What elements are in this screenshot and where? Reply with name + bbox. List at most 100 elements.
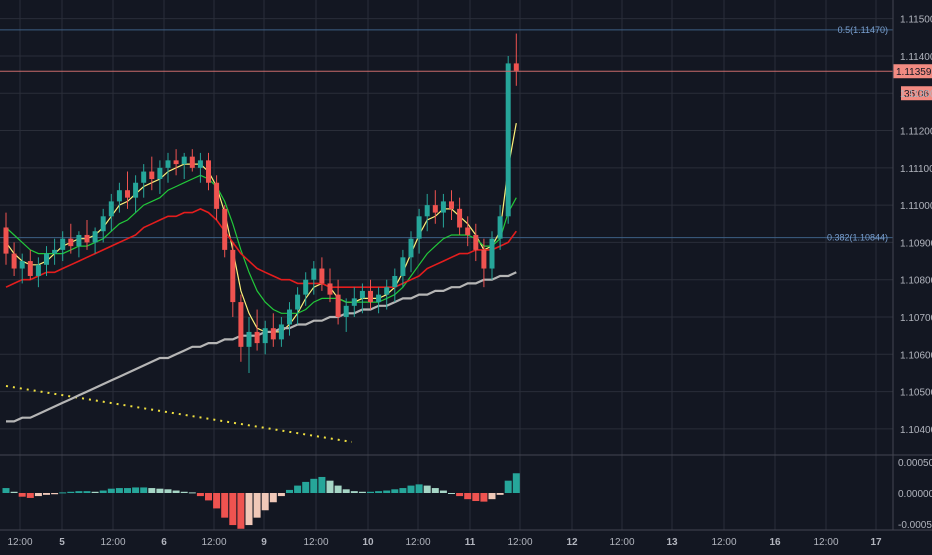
time-tick-label: 12:00 bbox=[711, 537, 736, 548]
histogram-bar bbox=[172, 490, 180, 493]
candle bbox=[44, 246, 49, 276]
price-tick-label: 1.10500 bbox=[900, 388, 932, 399]
candle-body bbox=[408, 238, 414, 258]
candle bbox=[173, 149, 179, 176]
candle-body bbox=[52, 249, 58, 254]
histogram-bar bbox=[277, 493, 285, 497]
histogram-bar bbox=[221, 493, 229, 518]
price-tick-label: 1.11300 bbox=[900, 89, 932, 100]
candle bbox=[384, 279, 390, 310]
candle-body bbox=[189, 156, 195, 168]
candle bbox=[254, 309, 260, 351]
candle-body bbox=[513, 63, 519, 71]
time-tick-label: 17 bbox=[870, 537, 882, 548]
price-tick-label: 1.10900 bbox=[900, 238, 932, 249]
dotted-trendline bbox=[5, 385, 353, 443]
histogram-bar bbox=[415, 484, 423, 493]
histogram-bar bbox=[237, 493, 245, 529]
histogram-bar bbox=[480, 493, 488, 502]
candle-body bbox=[392, 275, 398, 288]
histogram-bar bbox=[196, 493, 204, 497]
candle-body bbox=[473, 234, 479, 250]
histogram-bar bbox=[342, 489, 350, 493]
candle-body bbox=[489, 238, 495, 269]
current-price-badge bbox=[893, 64, 932, 79]
histogram-bar bbox=[318, 476, 326, 493]
histogram-bar bbox=[229, 493, 237, 526]
time-tick-label: 12:00 bbox=[100, 537, 125, 548]
candle-body bbox=[3, 227, 9, 254]
histogram-bar bbox=[383, 490, 391, 493]
candle-body bbox=[287, 309, 292, 325]
candle bbox=[141, 164, 147, 198]
histogram-bar bbox=[115, 488, 123, 493]
histogram-bar bbox=[512, 473, 520, 493]
candle bbox=[497, 205, 503, 250]
candle-body bbox=[60, 238, 66, 250]
histogram-bar bbox=[132, 487, 140, 493]
candle bbox=[84, 220, 90, 250]
candle-body bbox=[141, 171, 147, 183]
histogram-bar bbox=[261, 493, 269, 511]
countdown-label: 35:06 bbox=[904, 89, 929, 100]
candle-body bbox=[457, 208, 463, 228]
candle bbox=[3, 212, 9, 265]
candle-body bbox=[319, 268, 325, 284]
candle bbox=[116, 182, 122, 213]
histogram-bar bbox=[253, 493, 261, 518]
candle-body bbox=[133, 182, 139, 198]
osc-tick-label: -0.00050 bbox=[898, 520, 932, 531]
countdown-badge bbox=[901, 86, 932, 101]
candle-body bbox=[262, 328, 268, 344]
candle-body bbox=[254, 331, 260, 344]
fib-level-label: 0.5(1.11470) bbox=[838, 25, 888, 35]
candle-body bbox=[505, 63, 511, 217]
candle-body bbox=[440, 201, 446, 213]
price-tick-label: 1.11000 bbox=[900, 201, 932, 212]
histogram-bar bbox=[456, 493, 464, 497]
candle bbox=[197, 152, 203, 183]
histogram-bar bbox=[140, 487, 148, 493]
time-tick-label: 10 bbox=[362, 537, 374, 548]
candle bbox=[133, 175, 139, 213]
candle-body bbox=[449, 201, 454, 209]
time-tick-label: 12:00 bbox=[813, 537, 838, 548]
candle-body bbox=[311, 268, 317, 280]
candle-body bbox=[246, 331, 252, 347]
candlesticks[interactable] bbox=[3, 33, 519, 373]
candle bbox=[270, 313, 276, 347]
candle-body bbox=[376, 294, 382, 303]
candle bbox=[327, 268, 333, 303]
candle-body bbox=[197, 160, 203, 168]
candle-body bbox=[173, 160, 179, 165]
candle bbox=[165, 152, 171, 183]
histogram-bar bbox=[472, 493, 480, 502]
candle bbox=[68, 223, 74, 254]
time-tick-label: 6 bbox=[161, 537, 167, 548]
candle bbox=[505, 55, 511, 224]
price-tick-label: 1.11200 bbox=[900, 127, 932, 138]
histogram-bar bbox=[423, 485, 431, 493]
candle bbox=[181, 152, 187, 180]
candle bbox=[230, 242, 236, 318]
time-tick-label: 12:00 bbox=[303, 537, 328, 548]
candle-body bbox=[359, 290, 365, 299]
candle bbox=[60, 231, 66, 262]
histogram-bar bbox=[83, 491, 91, 493]
histogram-bar bbox=[286, 489, 293, 493]
candle bbox=[489, 231, 495, 280]
candle bbox=[335, 279, 341, 325]
candle bbox=[246, 317, 252, 373]
histogram-bar bbox=[43, 493, 50, 495]
candle bbox=[11, 242, 17, 276]
candle-body bbox=[68, 238, 74, 247]
histogram-bar bbox=[10, 491, 18, 493]
candle-body bbox=[424, 205, 430, 217]
histogram-bar bbox=[496, 493, 504, 495]
candle-body bbox=[384, 287, 390, 295]
candle-body bbox=[11, 253, 17, 269]
candle bbox=[27, 249, 33, 280]
